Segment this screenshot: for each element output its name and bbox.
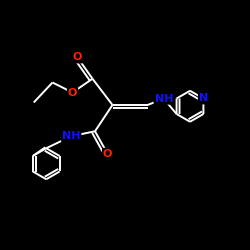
Text: N: N [199, 94, 208, 104]
Text: NH: NH [62, 131, 80, 141]
Text: NH: NH [154, 94, 173, 104]
Text: O: O [73, 52, 82, 62]
Text: O: O [103, 149, 112, 159]
Text: O: O [68, 88, 77, 98]
